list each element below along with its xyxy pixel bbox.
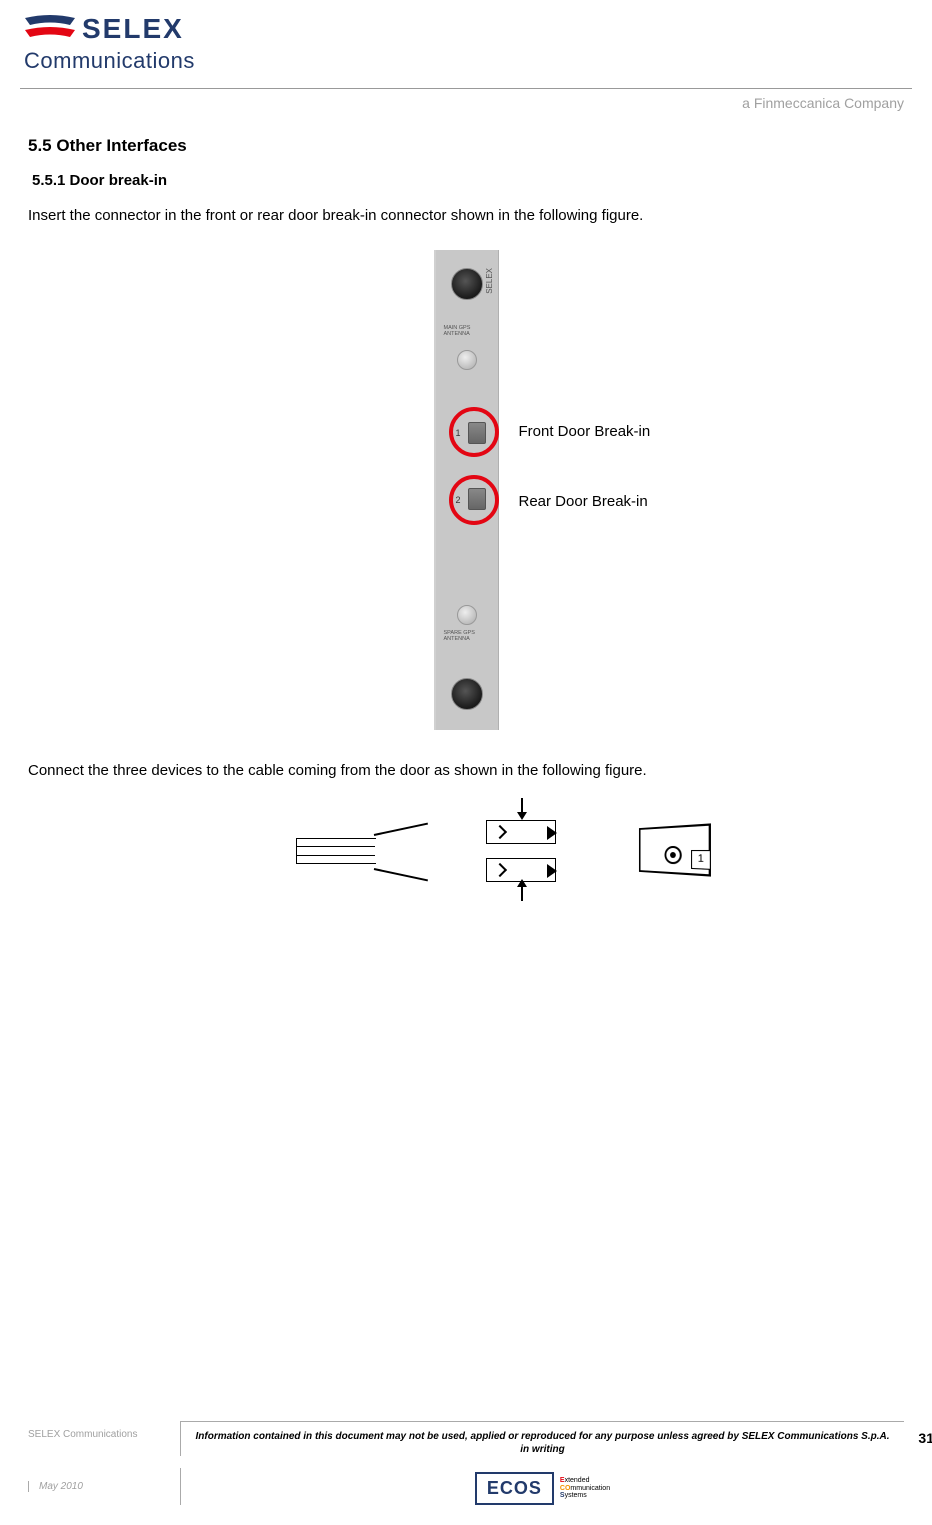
ecos-logo-text: ECOS <box>475 1472 554 1505</box>
ecos-expansion: Extended COmmunication Systems <box>560 1477 610 1500</box>
section-heading: 5.5 Other Interfaces <box>28 136 904 156</box>
bottom-connector <box>451 678 483 710</box>
figure-2: 1 <box>28 806 904 896</box>
logo-text-main: SELEX <box>82 13 184 44</box>
footer-date: May 2010 <box>28 1481 168 1492</box>
cable-end <box>296 806 436 896</box>
ecos-logo: ECOS Extended COmmunication Systems <box>475 1472 610 1505</box>
footer-disclaimer: Information contained in this document m… <box>195 1430 890 1456</box>
front-callout: Front Door Break-in <box>519 423 651 440</box>
footer-company: SELEX Communications <box>28 1421 168 1456</box>
panel-brand-mark: SELEX <box>485 268 494 294</box>
page-header: SELEX Communications <box>0 0 932 80</box>
paragraph-2: Connect the three devices to the cable c… <box>28 760 904 781</box>
subsection-heading: 5.5.1 Door break-in <box>32 172 904 189</box>
rear-callout: Rear Door Break-in <box>519 493 648 510</box>
main-gps-label: MAIN GPSANTENNA <box>444 325 471 337</box>
crimp-connectors <box>486 806 576 896</box>
spare-gps-label: SPARE GPSANTENNA <box>444 630 475 642</box>
top-connector <box>451 268 483 300</box>
front-highlight-circle <box>449 407 499 457</box>
content-area: 5.5 Other Interfaces 5.5.1 Door break-in… <box>0 136 932 896</box>
company-logo: SELEX Communications <box>20 10 912 80</box>
tagline: a Finmeccanica Company <box>0 95 932 136</box>
connector-isometric: 1 <box>626 814 726 889</box>
header-divider <box>20 88 912 89</box>
figure-1: SELEX MAIN GPSANTENNA 1 2 SPARE GPSANTEN… <box>28 250 904 730</box>
upper-led <box>457 350 477 370</box>
paragraph-1: Insert the connector in the front or rea… <box>28 205 904 226</box>
page-footer: SELEX Communications Information contain… <box>0 1421 932 1525</box>
lower-led <box>457 605 477 625</box>
logo-text-sub: Communications <box>24 48 195 73</box>
page-number: 31 <box>918 1430 932 1446</box>
rear-highlight-circle <box>449 475 499 525</box>
iso-label: 1 <box>691 850 711 870</box>
